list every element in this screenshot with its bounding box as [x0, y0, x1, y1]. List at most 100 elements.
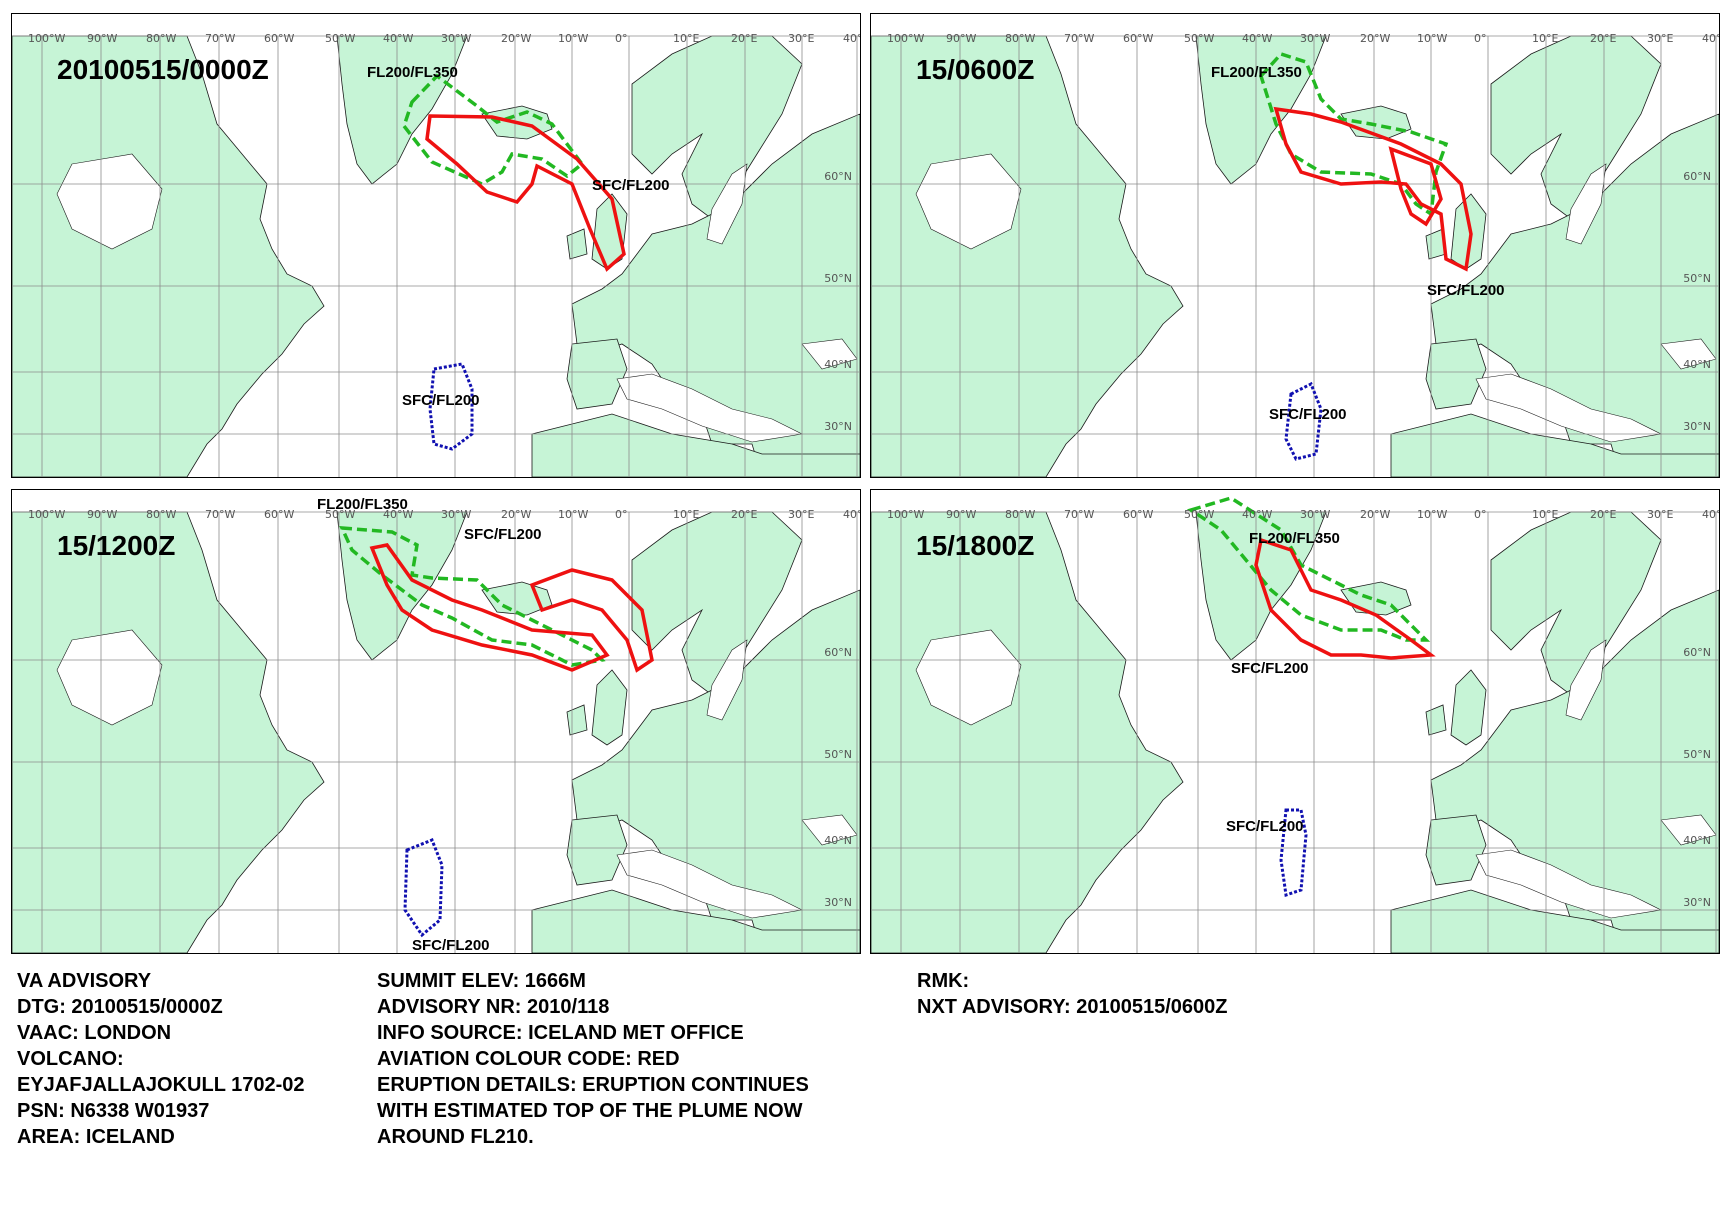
latitude-label: 40°N [824, 358, 852, 371]
longitude-label: 100°W [28, 32, 66, 45]
longitude-label: 90°W [87, 32, 118, 45]
longitude-label: 20°E [1590, 32, 1617, 45]
longitude-label: 20°W [1360, 32, 1391, 45]
latitude-label: 40°N [824, 834, 852, 847]
ash-plume-sfc-fl200-azores [1284, 381, 1323, 461]
ash-plume-sfc-fl200 [1388, 146, 1443, 227]
longitude-label: 30°W [441, 508, 472, 521]
label-fl200-fl350: FL200/FL350 [317, 496, 408, 513]
label-sfc-fl200-azores: SFC/FL200 [412, 937, 490, 954]
longitude-label: 10°E [673, 508, 700, 521]
longitude-label: 90°W [946, 32, 977, 45]
longitude-label: 30°E [1647, 32, 1674, 45]
latitude-label: 30°N [1683, 420, 1711, 433]
longitude-label: 60°W [1123, 508, 1154, 521]
longitude-label: 50°W [1184, 32, 1215, 45]
map-panel-1800z: 100°W 90°W 80°W 70°W 60°W 50°W 40°W 30°W 20°W 10°… [870, 489, 1720, 954]
longitude-label: 80°W [146, 508, 177, 521]
advisory-line: DTG: 20100515/0000Z [17, 996, 223, 1018]
longitude-label: 20°E [1590, 508, 1617, 521]
longitude-label: 10°E [673, 32, 700, 45]
latitude-label: 60°N [1683, 646, 1711, 659]
ash-plume-fl200-fl350 [1186, 496, 1431, 642]
advisory-line: VAAC: LONDON [17, 1022, 172, 1044]
longitude-label: 40°W [383, 508, 414, 521]
longitude-label: 70°W [1064, 508, 1095, 521]
advisory-line: AREA: ICELAND [17, 1126, 175, 1148]
label-sfc-fl200-azores: SFC/FL200 [402, 392, 480, 409]
land-mass [566, 814, 628, 886]
longitude-label: 10°E [1532, 32, 1559, 45]
land-mass [1390, 413, 1719, 477]
advisory-line: INFO SOURCE: ICELAND MET OFFICE [377, 1022, 744, 1044]
advisory-line: AROUND FL210. [377, 1126, 534, 1148]
advisory-line: SUMMIT ELEV: 1666M [377, 970, 586, 992]
latitude-label: 30°N [1683, 896, 1711, 909]
advisory-line: ERUPTION DETAILS: ERUPTION CONTINUES [377, 1074, 809, 1096]
label-sfc-fl200: SFC/FL200 [1231, 660, 1309, 677]
ash-plume-sfc-fl200 [1273, 106, 1473, 272]
longitude-label: 0° [615, 32, 628, 45]
longitude-label: 0° [615, 508, 628, 521]
longitude-label: 0° [1474, 508, 1487, 521]
land-mass [871, 35, 1184, 477]
longitude-label: 10°W [1417, 508, 1448, 521]
land-mass [1340, 581, 1412, 616]
panel-time-title: 20100515/0000Z [57, 54, 269, 85]
longitude-label: 70°W [205, 508, 236, 521]
label-fl200-fl350: FL200/FL350 [1211, 64, 1302, 81]
land-mass [1450, 193, 1487, 270]
longitude-label: 20°W [501, 508, 532, 521]
label-sfc-fl200-azores: SFC/FL200 [1269, 406, 1347, 423]
longitude-label: 30°W [1300, 508, 1331, 521]
map-svg [871, 496, 1719, 953]
longitude-label: 20°W [501, 32, 532, 45]
longitude-label: 70°W [205, 32, 236, 45]
longitude-label: 30°E [1647, 508, 1674, 521]
advisory-line: PSN: N6338 W01937 [17, 1100, 210, 1122]
latitude-label: 60°N [824, 646, 852, 659]
longitude-label: 80°W [1005, 32, 1036, 45]
advisory-line: NXT ADVISORY: 20100515/0600Z [917, 996, 1228, 1018]
land-mass [1195, 35, 1327, 185]
advisory-line: AVIATION COLOUR CODE: RED [377, 1048, 680, 1070]
advisory-col-1: VA ADVISORY DTG: 20100515/0000Z VAAC: LO… [17, 968, 305, 1150]
latitude-label: 50°N [824, 272, 852, 285]
land-mass [1450, 669, 1487, 746]
map-svg [871, 35, 1719, 477]
longitude-label: 40°E [1702, 508, 1719, 521]
longitude-label: 90°W [87, 508, 118, 521]
ash-plume-fl200-fl350 [339, 526, 606, 667]
water-body [56, 629, 163, 726]
longitude-label: 50°W [325, 508, 356, 521]
ash-plume-sfc-fl200-azores [428, 362, 474, 451]
water-body [915, 153, 1022, 250]
water-body [56, 153, 163, 250]
latitude-label: 50°N [824, 748, 852, 761]
longitude-label: 30°E [788, 32, 815, 45]
longitude-label: 50°W [1184, 508, 1215, 521]
latitude-label: 40°N [1683, 834, 1711, 847]
ash-plume-sfc-fl200-azores [403, 838, 444, 938]
label-fl200-fl350: FL200/FL350 [367, 64, 458, 81]
land-mass [1425, 814, 1487, 886]
advisory-line: VOLCANO: [17, 1048, 124, 1070]
land-mass [1425, 704, 1447, 736]
land-mass [1425, 338, 1487, 410]
latitude-label: 60°N [824, 170, 852, 183]
map-svg [12, 35, 860, 477]
land-mass [531, 889, 860, 953]
latitude-label: 50°N [1683, 272, 1711, 285]
longitude-label: 10°W [558, 508, 589, 521]
land-mass [566, 704, 588, 736]
longitude-label: 100°W [887, 508, 925, 521]
label-sfc-fl200: SFC/FL200 [1427, 282, 1505, 299]
latitude-label: 50°N [1683, 748, 1711, 761]
longitude-label: 90°W [946, 508, 977, 521]
latitude-label: 30°N [824, 420, 852, 433]
map-panel-0600z: 100°W 90°W 80°W 70°W 60°W 50°W 40°W 30°W 20°W 10°… [870, 13, 1720, 478]
advisory-line: ADVISORY NR: 2010/118 [377, 996, 610, 1018]
land-mass [336, 511, 468, 661]
longitude-label: 10°E [1532, 508, 1559, 521]
land-mass [531, 413, 860, 477]
